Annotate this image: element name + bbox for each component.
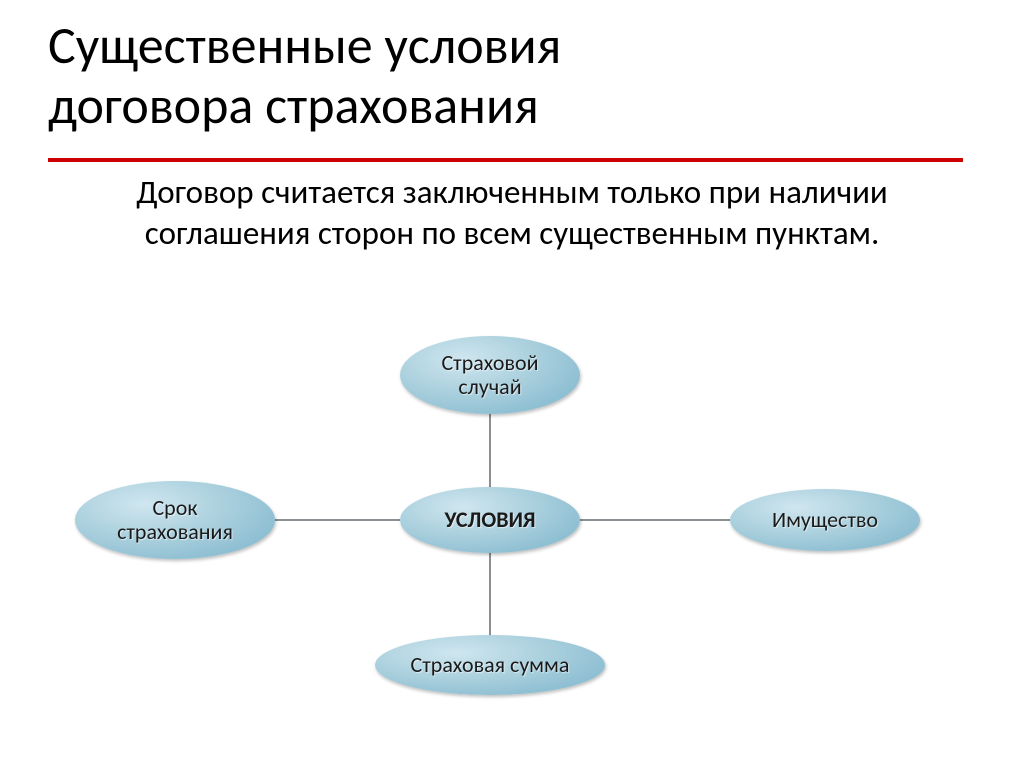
node-bottom: Страховая сумма xyxy=(375,635,605,695)
node-left-label: Срокстрахования xyxy=(117,496,233,544)
connector-left xyxy=(275,519,400,521)
connector-bottom xyxy=(489,553,491,635)
node-top-label: Страховойслучай xyxy=(441,351,538,399)
node-bottom-label: Страховая сумма xyxy=(411,653,570,677)
node-right: Имущество xyxy=(730,489,920,551)
radial-diagram: УСЛОВИЯ Страховойслучай Имущество Страхо… xyxy=(0,0,1024,767)
node-left: Срокстрахования xyxy=(75,481,275,559)
slide: Существенные условия договора страховани… xyxy=(0,0,1024,767)
node-center: УСЛОВИЯ xyxy=(400,487,580,553)
node-top: Страховойслучай xyxy=(400,336,580,414)
node-right-label: Имущество xyxy=(772,508,878,532)
connector-right xyxy=(580,519,730,521)
node-center-label: УСЛОВИЯ xyxy=(444,508,535,532)
connector-top xyxy=(489,414,491,487)
